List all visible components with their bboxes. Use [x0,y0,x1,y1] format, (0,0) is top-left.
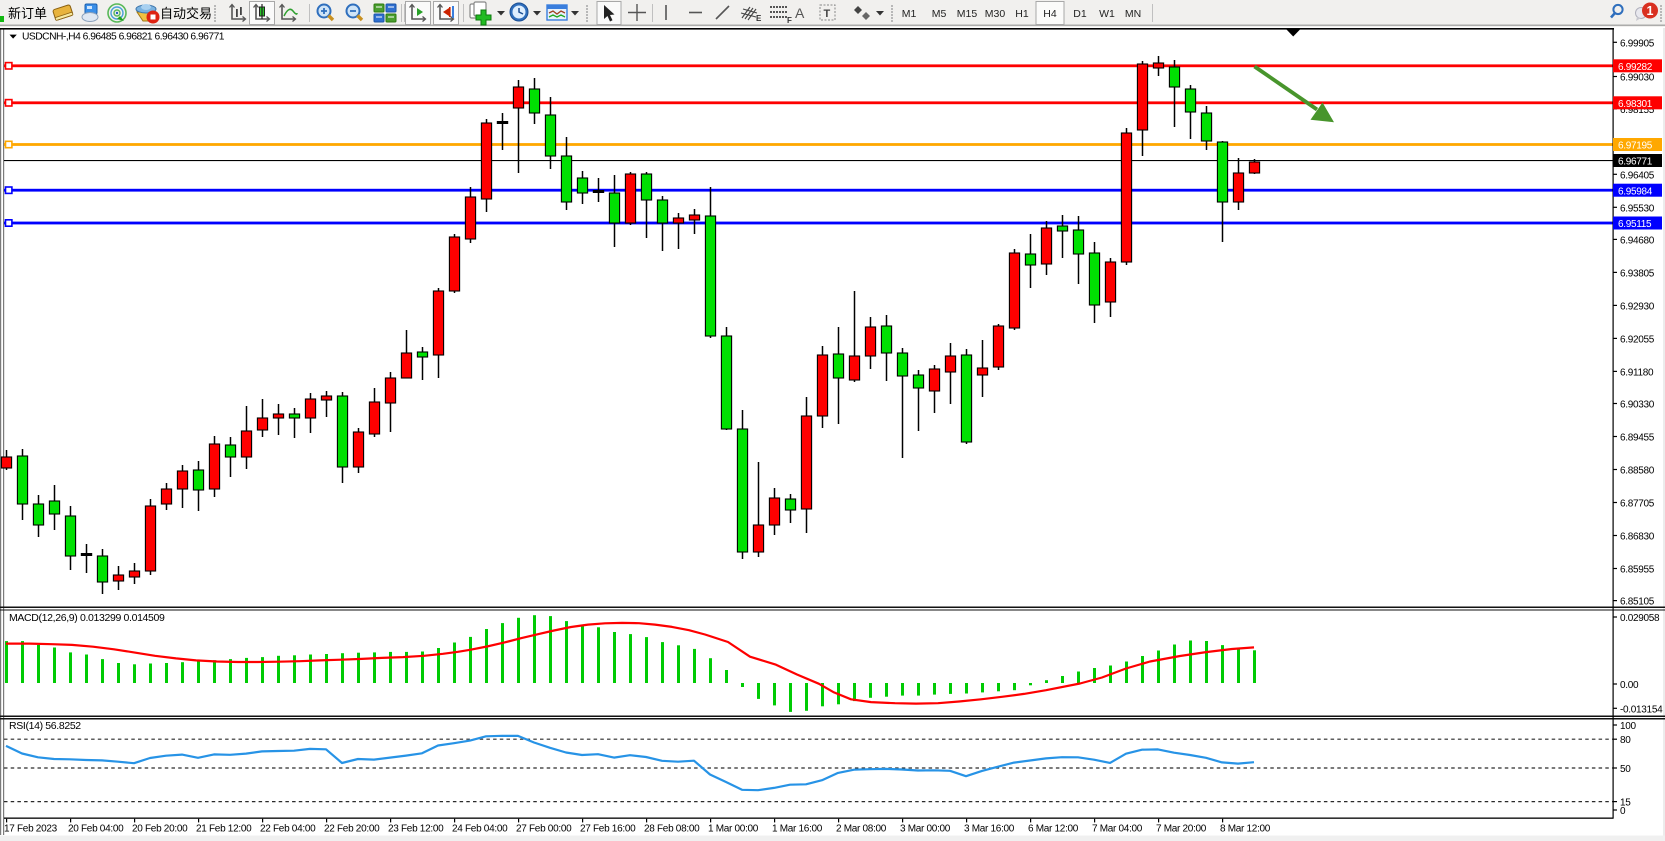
svg-text:M5: M5 [932,8,947,20]
svg-text:6.86830: 6.86830 [1620,532,1655,543]
svg-text:USDCNH-,H4 6.96485 6.96821 6.: USDCNH-,H4 6.96485 6.96821 6.96430 6.967… [22,32,225,43]
svg-text:6.91180: 6.91180 [1620,367,1654,378]
svg-text:6.95530: 6.95530 [1620,203,1655,214]
svg-text:0.00: 0.00 [1620,680,1639,691]
svg-text:0: 0 [1620,806,1626,817]
svg-text:20 Feb 20:00: 20 Feb 20:00 [132,824,188,835]
svg-text:6.96405: 6.96405 [1620,170,1655,181]
svg-text:H4: H4 [1043,8,1057,20]
svg-text:M30: M30 [985,8,1006,20]
svg-text:3 Mar 16:00: 3 Mar 16:00 [964,824,1015,835]
svg-text:6.99282: 6.99282 [1618,62,1653,73]
svg-text:-0.013154: -0.013154 [1620,704,1663,715]
svg-text:27 Feb 16:00: 27 Feb 16:00 [580,824,636,835]
svg-text:E: E [756,14,762,23]
svg-text:F: F [787,16,792,25]
svg-text:6.97195: 6.97195 [1618,141,1653,152]
svg-text:MN: MN [1125,8,1141,20]
svg-text:6.90330: 6.90330 [1620,400,1655,411]
svg-text:6.85955: 6.85955 [1620,565,1655,576]
svg-text:8 Mar 12:00: 8 Mar 12:00 [1220,824,1271,835]
svg-text:1 Mar 16:00: 1 Mar 16:00 [772,824,823,835]
svg-text:6.85105: 6.85105 [1620,597,1655,608]
svg-text:80: 80 [1620,735,1631,746]
svg-text:6.89455: 6.89455 [1620,433,1655,444]
svg-text:7 Mar 20:00: 7 Mar 20:00 [1156,824,1207,835]
svg-text:6.92055: 6.92055 [1620,334,1655,345]
svg-text:W1: W1 [1099,8,1115,20]
svg-text:2 Mar 08:00: 2 Mar 08:00 [836,824,887,835]
svg-text:6.95984: 6.95984 [1618,186,1653,197]
svg-text:50: 50 [1620,764,1631,775]
svg-text:6.92930: 6.92930 [1620,301,1655,312]
svg-text:6.88580: 6.88580 [1620,466,1655,477]
svg-text:17 Feb 2023: 17 Feb 2023 [4,824,58,835]
svg-text:6 Mar 12:00: 6 Mar 12:00 [1028,824,1079,835]
svg-text:自动交易: 自动交易 [160,6,212,21]
svg-text:27 Feb 00:00: 27 Feb 00:00 [516,824,572,835]
svg-text:D1: D1 [1073,8,1087,20]
svg-text:3 Mar 00:00: 3 Mar 00:00 [900,824,951,835]
svg-text:6.99905: 6.99905 [1620,38,1655,49]
svg-text:H1: H1 [1015,8,1029,20]
svg-text:T: T [824,8,831,20]
svg-text:22 Feb 20:00: 22 Feb 20:00 [324,824,380,835]
svg-text:6.98155: 6.98155 [1620,105,1655,116]
svg-text:22 Feb 04:00: 22 Feb 04:00 [260,824,316,835]
svg-text:15: 15 [1620,798,1631,809]
svg-text:100: 100 [1620,721,1637,732]
svg-text:1: 1 [1647,4,1654,18]
svg-text:6.98301: 6.98301 [1618,99,1653,110]
svg-text:21 Feb 12:00: 21 Feb 12:00 [196,824,252,835]
svg-text:7 Mar 04:00: 7 Mar 04:00 [1092,824,1143,835]
svg-text:新订单: 新订单 [8,6,47,21]
svg-text:20 Feb 04:00: 20 Feb 04:00 [68,824,124,835]
svg-text:MACD(12,26,9) 0.013299 0.01450: MACD(12,26,9) 0.013299 0.014509 [9,612,165,624]
svg-text:6.95115: 6.95115 [1618,219,1652,230]
svg-text:A: A [795,5,805,21]
svg-text:M1: M1 [902,8,917,20]
svg-text:6.96771: 6.96771 [1618,157,1653,168]
svg-text:6.87705: 6.87705 [1620,499,1655,510]
svg-text:6.93805: 6.93805 [1620,268,1655,279]
svg-text:6.94680: 6.94680 [1620,235,1655,246]
svg-text:1 Mar 00:00: 1 Mar 00:00 [708,824,759,835]
svg-text:0.029058: 0.029058 [1620,613,1660,624]
svg-text:28 Feb 08:00: 28 Feb 08:00 [644,824,700,835]
svg-text:M15: M15 [957,8,978,20]
svg-text:24 Feb 04:00: 24 Feb 04:00 [452,824,508,835]
svg-text:RSI(14) 56.8252: RSI(14) 56.8252 [9,720,81,732]
svg-text:23 Feb 12:00: 23 Feb 12:00 [388,824,444,835]
svg-text:6.99030: 6.99030 [1620,73,1655,84]
